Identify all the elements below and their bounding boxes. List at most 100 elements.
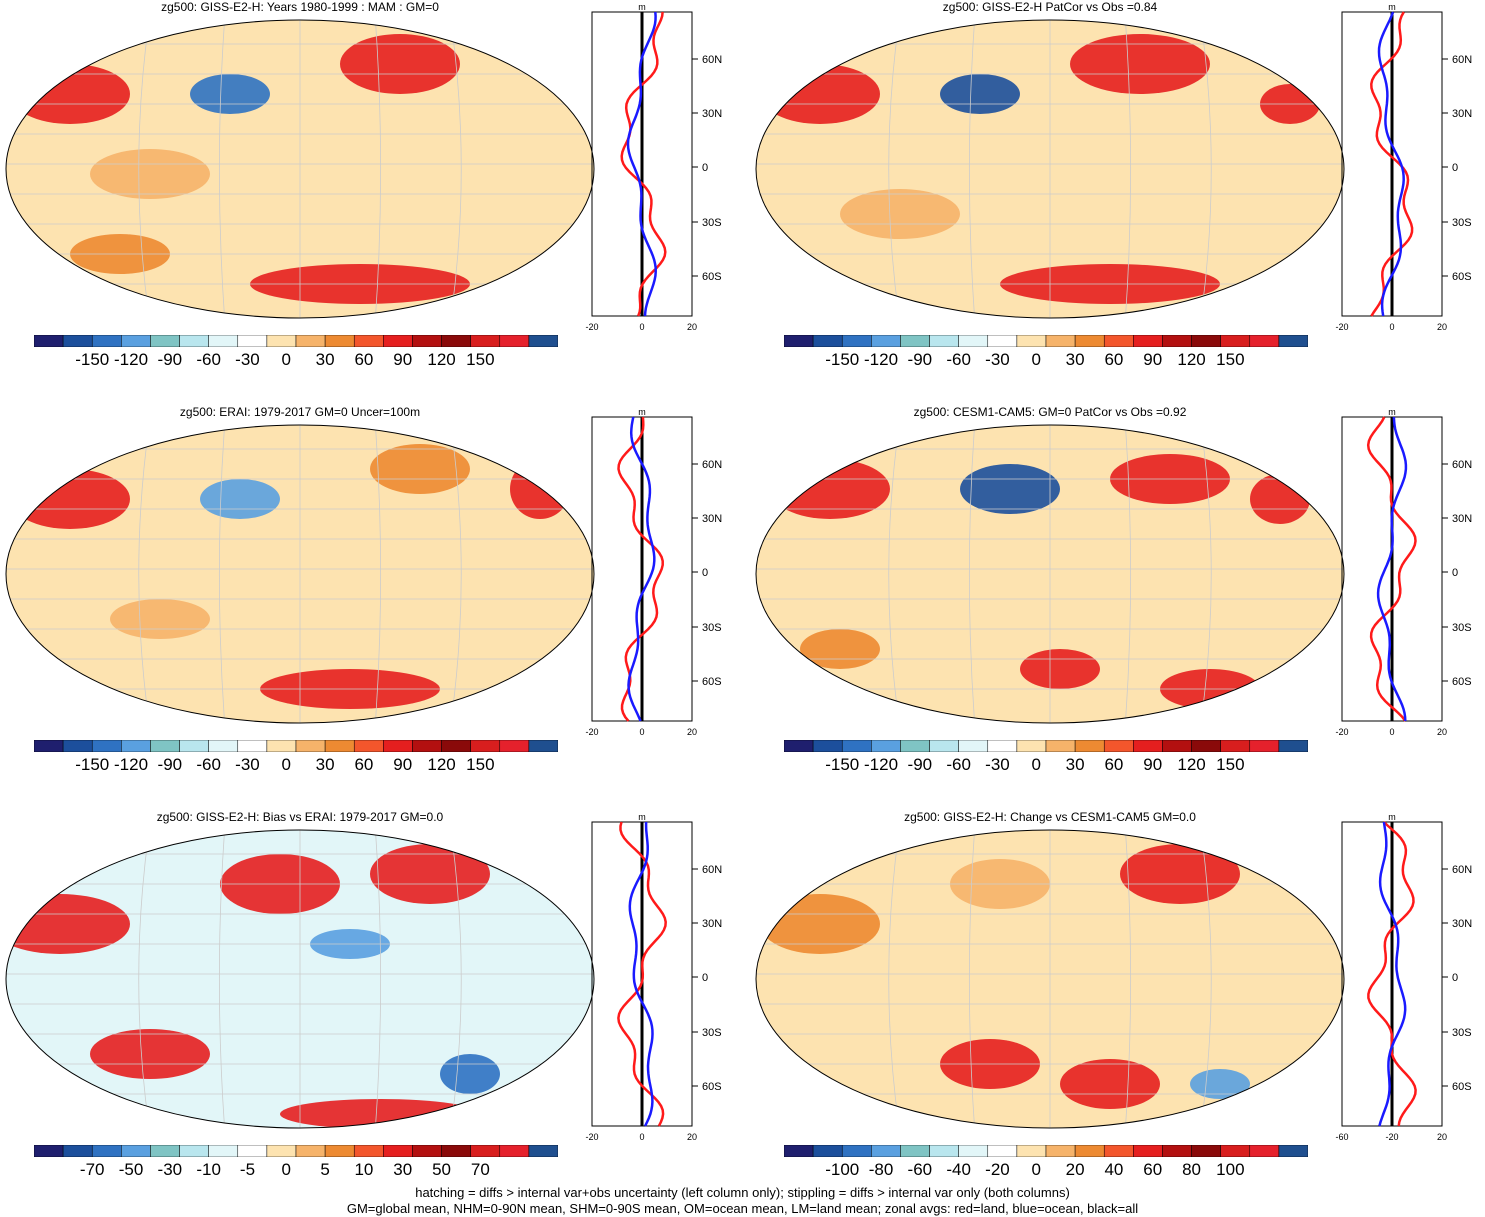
panel-5: zg500: GISS-E2-H: Bias vs ERAI: 1979-201… xyxy=(0,810,742,1210)
colorbar-tick-label: 90 xyxy=(393,350,413,369)
colorbar-tick-label: 100 xyxy=(1216,1160,1245,1179)
zonal-land-curve xyxy=(617,416,664,722)
colorbar-swatch xyxy=(208,1145,239,1157)
colorbar xyxy=(34,335,558,347)
colorbar-tick-label: 60 xyxy=(354,350,374,369)
colorbar-swatch xyxy=(528,740,558,752)
colorbar-ticks: -70 -50 -30 -10 -5 0 5 10 30 50 70 xyxy=(34,1160,558,1184)
colorbar-swatch xyxy=(1220,740,1251,752)
zonal-lat-label: 30N xyxy=(1452,918,1472,930)
zonal-lat-label: 60N xyxy=(702,54,722,66)
colorbar-swatch xyxy=(1249,335,1280,347)
zonal-ocean-curve xyxy=(1376,416,1408,722)
colorbar-swatch xyxy=(470,1145,501,1157)
colorbar-ticks: -150 -120 -90 -60 -30 0 30 60 90 120 150 xyxy=(34,755,558,779)
zonal-lat-label: 0 xyxy=(1452,567,1458,579)
colorbar-swatch xyxy=(929,740,959,752)
anomaly-region xyxy=(110,599,210,639)
zonal-lat-label: 0 xyxy=(1452,162,1458,174)
anomaly-region xyxy=(190,74,270,114)
map-frame xyxy=(5,829,595,1129)
colorbar-swatch xyxy=(1162,1145,1192,1157)
graticule-line xyxy=(888,425,901,723)
footer-note-1: hatching = diffs > internal var+obs unce… xyxy=(415,1185,1070,1200)
panel-6: zg500: GISS-E2-H: Change vs CESM1-CAM5 G… xyxy=(750,810,1485,1210)
anomaly-region xyxy=(370,844,490,904)
colorbar-tick-label: -100 xyxy=(825,1160,860,1179)
colorbar-tick-label: 0 xyxy=(281,1160,292,1179)
colorbar-swatch xyxy=(871,1145,901,1157)
anomaly-region xyxy=(10,64,130,124)
colorbar-tick-label: 20 xyxy=(1065,1160,1085,1179)
zonal-lat-label: 30S xyxy=(1452,1027,1472,1039)
panel-2: zg500: GISS-E2-H PatCor vs Obs =0.84 m 60… xyxy=(750,0,1485,400)
panel-title: zg500: GISS-E2-H: Change vs CESM1-CAM5 G… xyxy=(904,810,1196,824)
zonal-x-label: -20 xyxy=(585,727,598,737)
colorbar-tick-label: 0 xyxy=(1031,755,1042,774)
zonal-lat-label: 0 xyxy=(702,567,708,579)
zonal-x-label: -20 xyxy=(1335,322,1348,332)
colorbar-swatch xyxy=(324,335,355,347)
zonal-average-plot: m 60N 30N 0 30S 60S -60 -20 20 xyxy=(1335,814,1472,1142)
colorbar-swatch xyxy=(412,335,442,347)
colorbar xyxy=(34,1145,558,1157)
zonal-units: m xyxy=(638,4,646,12)
zonal-lat-label: 0 xyxy=(702,972,708,984)
anomaly-region xyxy=(1190,1069,1250,1099)
colorbar-tick-label: -120 xyxy=(864,755,899,774)
colorbar-tick-label: 120 xyxy=(1177,755,1206,774)
colorbar-swatch xyxy=(266,335,297,347)
zonal-x-label: 0 xyxy=(639,727,644,737)
zonal-lat-label: 30N xyxy=(702,108,722,120)
panel-title: zg500: GISS-E2-H PatCor vs Obs =0.84 xyxy=(942,0,1158,14)
colorbar-tick-label: -90 xyxy=(907,755,933,774)
zonal-average-plot: m 60N 30N 0 30S 60S -20 0 20 xyxy=(585,409,722,737)
zonal-x-label: -20 xyxy=(585,322,598,332)
colorbar-swatch xyxy=(1016,335,1047,347)
colorbar-tick-label: -120 xyxy=(114,755,149,774)
colorbar-tick-label: 0 xyxy=(1031,1160,1042,1179)
colorbar-swatch xyxy=(499,1145,530,1157)
graticule-line xyxy=(449,830,462,1128)
zonal-x-label: -20 xyxy=(1385,1132,1398,1142)
anomaly-region xyxy=(1120,844,1240,904)
zonal-land-curve xyxy=(617,821,667,1127)
graticule-line xyxy=(138,830,151,1128)
zonal-lat-label: 30S xyxy=(1452,217,1472,229)
colorbar-swatch xyxy=(1103,335,1134,347)
colorbar-tick-label: -40 xyxy=(946,1160,971,1179)
zonal-lat-label: 30S xyxy=(702,1027,722,1039)
colorbar-swatch xyxy=(871,335,901,347)
colorbar-swatch xyxy=(208,740,239,752)
panel-title: zg500: ERAI: 1979-2017 GM=0 Uncer=100m xyxy=(179,405,421,419)
colorbar-tick-label: -60 xyxy=(196,350,221,369)
anomaly-region xyxy=(370,444,470,494)
colorbar-swatch xyxy=(958,1145,989,1157)
colorbar-tick-label: -30 xyxy=(985,350,1010,369)
colorbar-tick-label: -30 xyxy=(235,755,260,774)
graticule-line xyxy=(968,425,976,723)
colorbar-swatch xyxy=(1278,335,1308,347)
colorbar-swatch xyxy=(295,1145,326,1157)
anomaly-region xyxy=(510,459,570,519)
colorbar-swatch xyxy=(958,335,989,347)
graticule-line xyxy=(1199,425,1212,723)
zonal-lat-label: 60N xyxy=(1452,459,1472,471)
zonal-lat-label: 60N xyxy=(702,459,722,471)
colorbar-swatch xyxy=(1191,335,1221,347)
colorbar-swatch xyxy=(1045,335,1076,347)
colorbar-tick-label: -80 xyxy=(868,1160,894,1179)
colorbar-swatch xyxy=(1133,740,1163,752)
anomaly-region xyxy=(760,894,880,954)
colorbar-swatch xyxy=(324,740,355,752)
colorbar-swatch xyxy=(91,335,122,347)
colorbar-tick-label: 120 xyxy=(1177,350,1206,369)
colorbar-tick-label: -90 xyxy=(157,755,183,774)
anomaly-region xyxy=(90,149,210,199)
zonal-units: m xyxy=(638,814,646,822)
zonal-ocean-curve xyxy=(626,11,657,317)
graticule-line xyxy=(968,20,976,318)
robinson-map xyxy=(5,424,595,724)
colorbar-swatch xyxy=(1133,1145,1163,1157)
colorbar-swatch xyxy=(441,1145,471,1157)
